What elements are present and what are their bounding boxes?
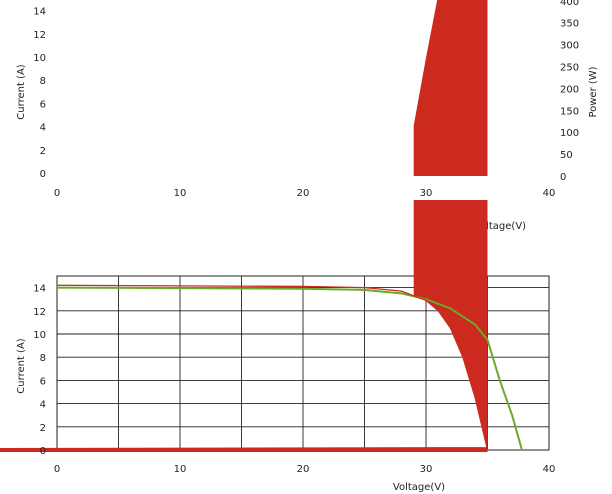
bottom-y-tick-label: 14 [33,284,46,295]
bottom-y-axis-label: Current (A) [16,338,27,393]
top-y2-tick-label: 400 [560,0,579,8]
top-y2-tick-label: 350 [560,19,579,30]
top-y-axis-label: Current (A) [16,64,27,119]
top-y-tick-label: 14 [33,7,46,18]
bottom-y-tick-label: 8 [40,353,46,364]
bottom-x-tick-label: 30 [420,464,433,475]
bottom-y-tick-label: 4 [40,400,46,411]
bottom-x-tick-label: 10 [174,464,187,475]
bottom-x-tick-label: 40 [543,464,556,475]
top-y-tick-label: 2 [40,146,46,157]
top-x-tick-label: 10 [174,188,187,199]
top-x-tick-label: 30 [420,188,433,199]
bottom-y-tick-label: 12 [33,307,46,318]
top-y-tick-label: 0 [40,169,46,180]
top-y-tick-label: 10 [33,53,46,64]
top-y-tick-label: 6 [40,99,46,110]
top-y-tick-label: 12 [33,30,46,41]
top-y-tick-label: 4 [40,123,46,134]
top-x-tick-label: 0 [54,188,60,199]
top-y2-tick-label: 50 [560,150,573,161]
top-x-tick-label: 20 [297,188,310,199]
top-x-tick-label: 40 [543,188,556,199]
top-y2-tick-label: 100 [560,128,579,139]
bottom-y-tick-label: 2 [40,423,46,434]
top-y2-axis-label: Power (W) [588,66,599,117]
top-y-tick-label: 8 [40,76,46,87]
bottom-x-axis-label: Voltage(V) [393,482,445,493]
bottom-y-tick-label: 6 [40,376,46,387]
bottom-y-tick-label: 10 [33,330,46,341]
top-y2-tick-label: 0 [560,172,566,183]
top-y2-tick-label: 250 [560,62,579,73]
bottom-x-tick-label: 0 [54,464,60,475]
bottom-x-tick-label: 20 [297,464,310,475]
top-y2-tick-label: 150 [560,106,579,117]
top-y2-tick-label: 300 [560,41,579,52]
top-y2-tick-label: 200 [560,84,579,95]
bottom-y-tick-label: 0 [40,446,46,457]
